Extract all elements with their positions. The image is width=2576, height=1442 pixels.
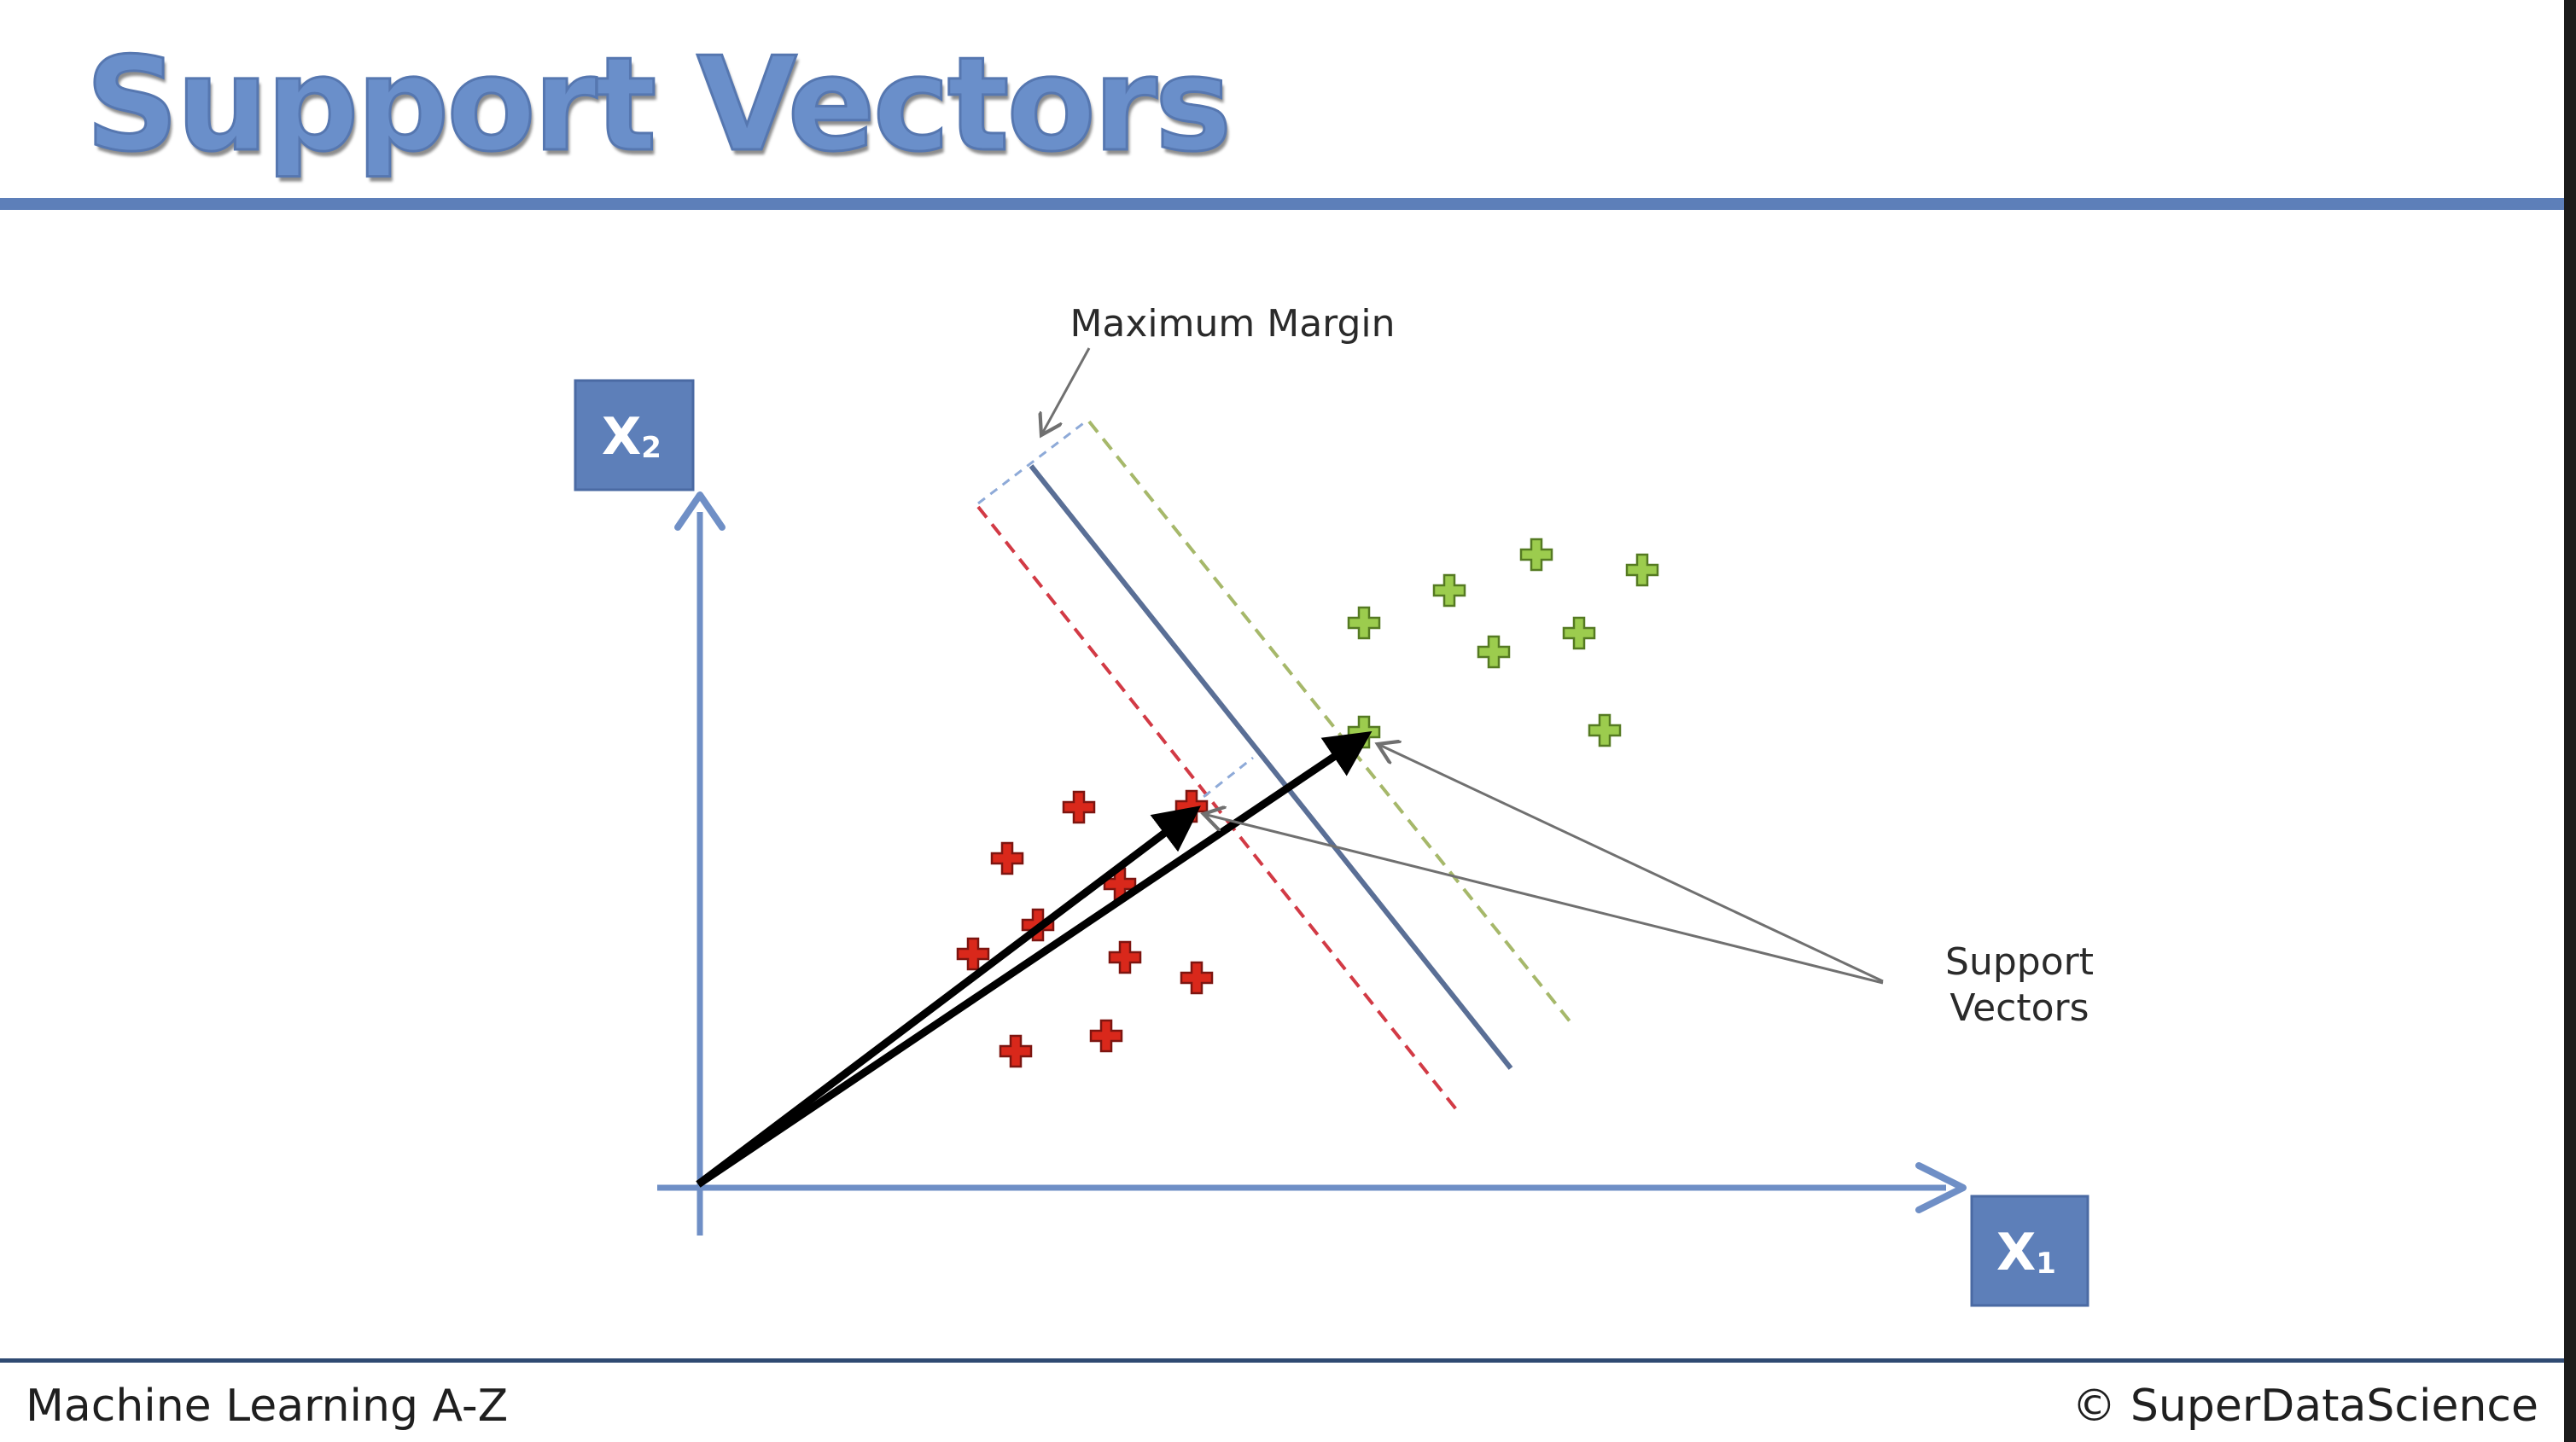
title-rule (0, 198, 2564, 210)
support-vector-arrows (696, 730, 1373, 1188)
x-axis-label: X (1996, 1223, 2036, 1282)
plus-icon (1625, 553, 1659, 587)
plus-icon (1519, 538, 1553, 572)
footer-course-title: Machine Learning A-Z (26, 1381, 509, 1432)
axes (657, 491, 1967, 1236)
support-vectors-label-line2: Vectors (1949, 986, 2089, 1030)
support-vectors-label-line1: Support (1945, 940, 2094, 984)
svg-text:X1: X1 (1996, 1223, 2056, 1282)
plus-icon (999, 1034, 1033, 1068)
plus-icon (990, 841, 1024, 875)
green-class-points (1347, 538, 1659, 749)
maximum-margin-label: Maximum Margin (1069, 302, 1395, 346)
annotation-pointers (1041, 347, 1884, 985)
support-vector-gap-line (1191, 756, 1254, 808)
x-axis-subscript: 1 (2036, 1247, 2056, 1281)
plus-icon (1588, 713, 1622, 747)
footer-rule (0, 1358, 2564, 1363)
support-pointer-red (1203, 814, 1884, 985)
margins (976, 420, 1572, 1111)
x-axis-label-box: X1 (1970, 1195, 2089, 1307)
x-axis-arrow-icon (1915, 1162, 1967, 1213)
plus-icon (1180, 961, 1214, 995)
slide-title: Support Vectors (84, 28, 1233, 182)
svg-text:X2: X2 (602, 407, 661, 467)
plus-icon (1477, 635, 1511, 669)
hyperplane (1029, 464, 1513, 1070)
vector-to-red-support (696, 805, 1201, 1188)
plus-icon (1432, 573, 1466, 608)
y-axis-arrow-icon (674, 491, 726, 531)
plus-icon (1108, 940, 1142, 974)
plus-icon (1562, 616, 1596, 650)
plus-icon (1062, 790, 1096, 824)
margin-line-red (976, 505, 1458, 1111)
margin-pointer (1041, 347, 1091, 435)
right-edge-border (2564, 0, 2576, 1442)
y-axis-label: X (602, 407, 641, 467)
margin-cap-blue (977, 420, 1087, 505)
y-axis-label-box: X2 (574, 379, 695, 491)
plus-icon (1347, 606, 1381, 640)
support-pointer-green (1378, 744, 1884, 983)
vector-to-green-support (696, 730, 1373, 1188)
y-axis-subscript: 2 (641, 431, 661, 465)
plus-icon (1089, 1019, 1123, 1053)
footer-copyright: © SuperDataScience (2072, 1381, 2538, 1432)
margin-line-green (1087, 420, 1572, 1024)
